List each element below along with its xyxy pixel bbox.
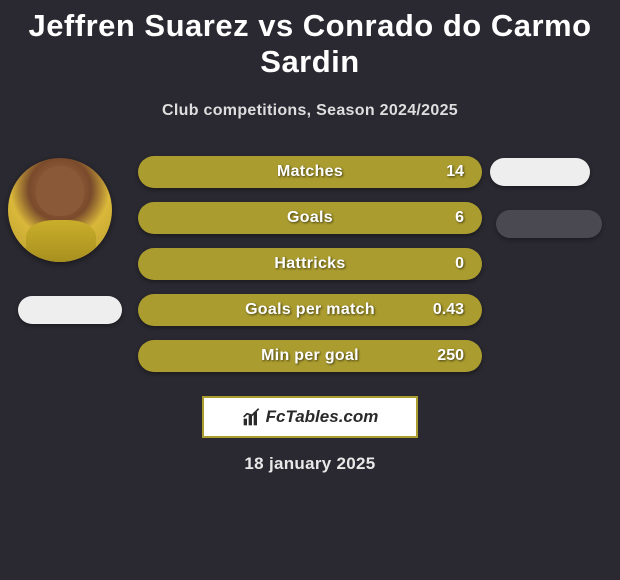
date-text: 18 january 2025 [0,454,620,474]
stat-label: Matches [138,163,482,181]
player-right-pill-2 [496,210,602,238]
stat-bars: Matches 14 Goals 6 Hattricks 0 Goals per… [138,156,482,386]
stat-bar: Goals per match 0.43 [138,294,482,326]
stat-bar: Matches 14 [138,156,482,188]
bars-icon [242,407,262,427]
stat-label: Min per goal [138,347,482,365]
stat-label: Hattricks [138,255,482,273]
stat-bar: Min per goal 250 [138,340,482,372]
page-title: Jeffren Suarez vs Conrado do Carmo Sardi… [0,0,620,80]
stat-value: 0 [455,255,464,273]
player-left-pill [18,296,122,324]
stat-bar: Goals 6 [138,202,482,234]
stat-bar: Hattricks 0 [138,248,482,280]
stat-value: 0.43 [433,301,464,319]
stat-label: Goals [138,209,482,227]
player-right-pill-1 [490,158,590,186]
subtitle: Club competitions, Season 2024/2025 [0,102,620,120]
stat-value: 6 [455,209,464,227]
stat-value: 250 [437,347,464,365]
logo-box[interactable]: FcTables.com [202,396,418,438]
stat-value: 14 [446,163,464,181]
logo-text: FcTables.com [266,407,379,427]
stat-label: Goals per match [138,301,482,319]
player-left-avatar [8,158,112,262]
